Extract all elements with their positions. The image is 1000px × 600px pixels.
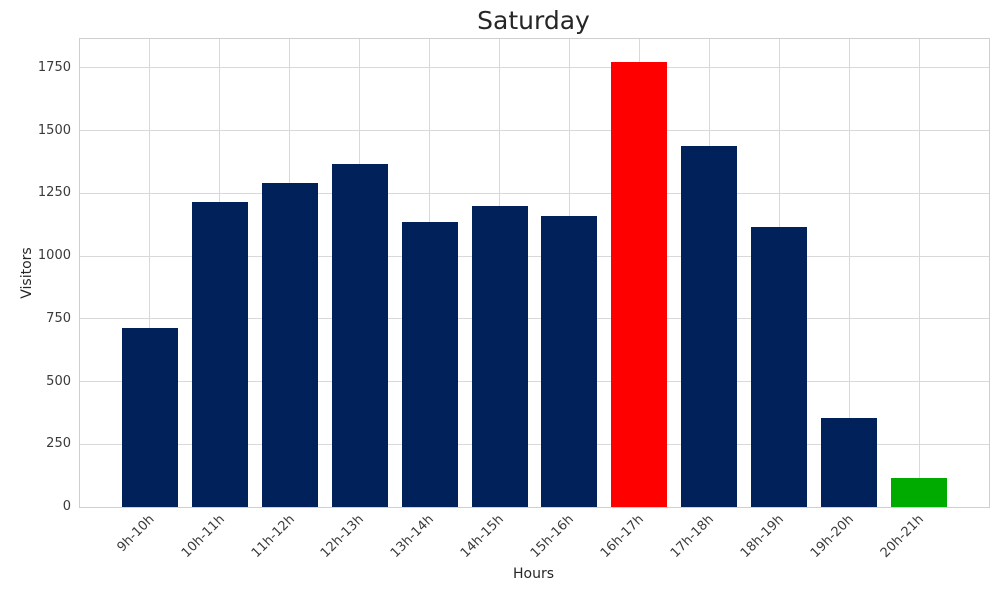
bar-18h-19h [751, 227, 808, 507]
y-tick-label: 0 [62, 499, 71, 514]
bar-13h-14h [401, 222, 458, 507]
y-tick-label: 250 [46, 436, 71, 452]
x-tick-label-text: 20h-21h [877, 512, 927, 561]
vertical-gridline [149, 39, 151, 507]
bar-15h-16h [541, 215, 598, 507]
y-tick-label: 1500 [37, 122, 71, 138]
bar-20h-21h [891, 478, 948, 507]
horizontal-gridline [80, 130, 989, 132]
y-tick-label: 500 [46, 373, 71, 389]
y-tick-label: 750 [46, 310, 71, 326]
horizontal-gridline [80, 255, 989, 257]
bar-10h-11h [191, 202, 248, 507]
x-tick-label-text: 15h-16h [528, 512, 578, 561]
x-tick-label-text: 9h-10h [114, 512, 158, 556]
bar-12h-13h [331, 164, 388, 507]
bar-19h-20h [821, 417, 878, 507]
bar-9h-10h [121, 327, 178, 507]
x-tick-label-text: 12h-13h [318, 512, 368, 561]
horizontal-gridline [80, 192, 989, 194]
bar-14h-15h [471, 205, 528, 507]
x-tick-label-text: 18h-19h [737, 512, 787, 561]
y-tick-label: 1750 [37, 59, 71, 75]
y-tick-label: 1250 [37, 185, 71, 201]
horizontal-gridline [80, 381, 989, 383]
bar-16h-17h [611, 61, 668, 507]
x-tick-label-text: 13h-14h [388, 512, 438, 561]
bar-17h-18h [681, 145, 738, 507]
x-tick-label-text: 10h-11h [178, 512, 228, 561]
vertical-gridline [918, 39, 920, 507]
x-tick-label-text: 19h-20h [807, 512, 857, 561]
x-axis-title: Hours [512, 566, 554, 582]
x-tick-label-text: 17h-18h [667, 512, 717, 561]
horizontal-gridline [80, 443, 989, 445]
horizontal-gridline [80, 318, 989, 320]
plot-area [79, 38, 990, 508]
horizontal-gridline [80, 67, 989, 69]
x-tick-label-text: 16h-17h [598, 512, 647, 561]
x-tick-label-text: 11h-12h [248, 512, 298, 561]
bar-11h-12h [261, 183, 318, 507]
vertical-gridline [848, 39, 850, 507]
y-tick-label: 1000 [37, 248, 71, 264]
chart-title: Saturday [477, 6, 590, 35]
x-tick-label-text: 14h-15h [458, 512, 508, 561]
